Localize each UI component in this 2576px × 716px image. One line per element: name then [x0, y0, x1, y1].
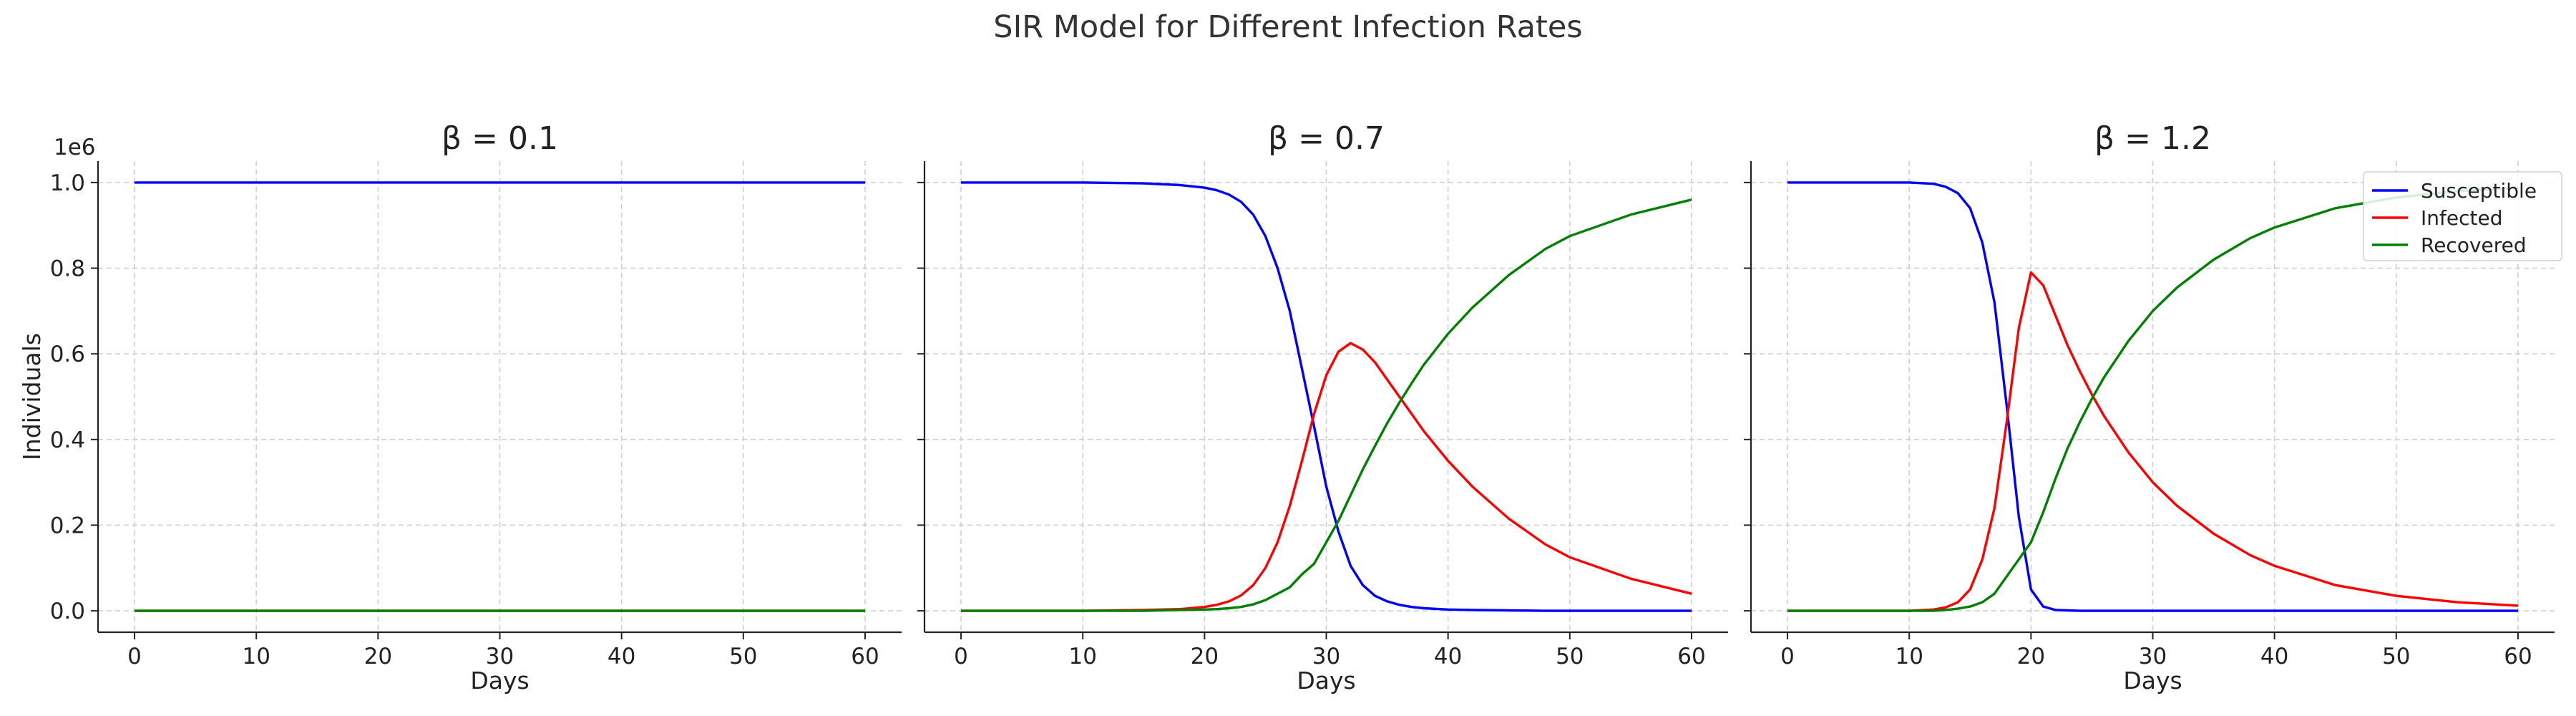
- x-tick-label: 30: [1312, 644, 1340, 669]
- series-line-recovered: [961, 198, 1692, 612]
- series-line-infected: [961, 342, 1692, 612]
- y-tick-label: 0.8: [50, 256, 85, 282]
- x-tick-label: 50: [729, 644, 757, 669]
- x-tick-label: 10: [242, 644, 270, 669]
- x-tick-label: 10: [1068, 644, 1096, 669]
- panel-2: 0 10 20 30 40 50 60 Days β = 0.7: [917, 120, 1728, 695]
- x-tick-label: 0: [127, 644, 142, 669]
- chart-panels: 0 10 20 30 40 50 60 0.0 0.2 0.4 0.6 0.8 1.0 Days β = 0…: [18, 120, 2562, 695]
- legend: Susceptible Infected Recovered: [2363, 171, 2562, 261]
- y-tick-label: 0.4: [50, 427, 85, 453]
- panel-title: β = 0.7: [1268, 120, 1385, 157]
- y-tick-label: 0.2: [50, 513, 85, 538]
- x-tick-label: 30: [486, 644, 514, 669]
- figure-title: SIR Model for Different Infection Rates: [993, 9, 1582, 45]
- legend-box: [2363, 171, 2562, 261]
- x-axis-label: Days: [470, 667, 529, 695]
- series-line-susceptible: [1787, 181, 2518, 612]
- legend-label-infected: Infected: [2421, 206, 2502, 230]
- x-tick-label: 50: [2382, 644, 2410, 669]
- series-line-susceptible: [961, 181, 1692, 612]
- legend-label-recovered: Recovered: [2421, 233, 2527, 257]
- x-tick-label: 20: [1191, 644, 1219, 669]
- y-axis-label: Individuals: [18, 333, 46, 460]
- x-tick-label: 20: [364, 644, 392, 669]
- panel-1: 0 10 20 30 40 50 60 0.0 0.2 0.4 0.6 0.8 1.0 Days β = 0…: [50, 120, 902, 695]
- x-tick-label: 60: [851, 644, 879, 669]
- x-axis-label: Days: [1297, 667, 1355, 695]
- y-tick-label: 0.0: [50, 599, 85, 624]
- x-tick-label: 40: [608, 644, 635, 669]
- x-tick-label: 10: [1895, 644, 1923, 669]
- y-tick-label: 1.0: [50, 170, 85, 196]
- x-tick-label: 0: [1780, 644, 1795, 669]
- panel-title: β = 1.2: [2094, 120, 2211, 157]
- x-tick-label: 20: [2017, 644, 2045, 669]
- y-tick-label: 0.6: [50, 342, 85, 367]
- x-tick-label: 30: [2139, 644, 2167, 669]
- y-scale-label: 1e6: [54, 135, 96, 160]
- x-tick-label: 0: [954, 644, 968, 669]
- legend-label-susceptible: Susceptible: [2421, 179, 2537, 203]
- series-line-infected: [1787, 271, 2519, 612]
- panel-3: 0 10 20 30 40 50 60 Days β = 1.2 Susceptible Infec…: [1744, 120, 2562, 695]
- x-axis-label: Days: [2123, 667, 2182, 695]
- panel-title: β = 0.1: [441, 120, 558, 157]
- x-tick-label: 40: [2260, 644, 2288, 669]
- x-tick-label: 60: [2504, 644, 2532, 669]
- series-line-recovered: [1787, 186, 2519, 612]
- x-tick-label: 40: [1434, 644, 1462, 669]
- x-tick-label: 50: [1556, 644, 1584, 669]
- x-tick-label: 60: [1677, 644, 1705, 669]
